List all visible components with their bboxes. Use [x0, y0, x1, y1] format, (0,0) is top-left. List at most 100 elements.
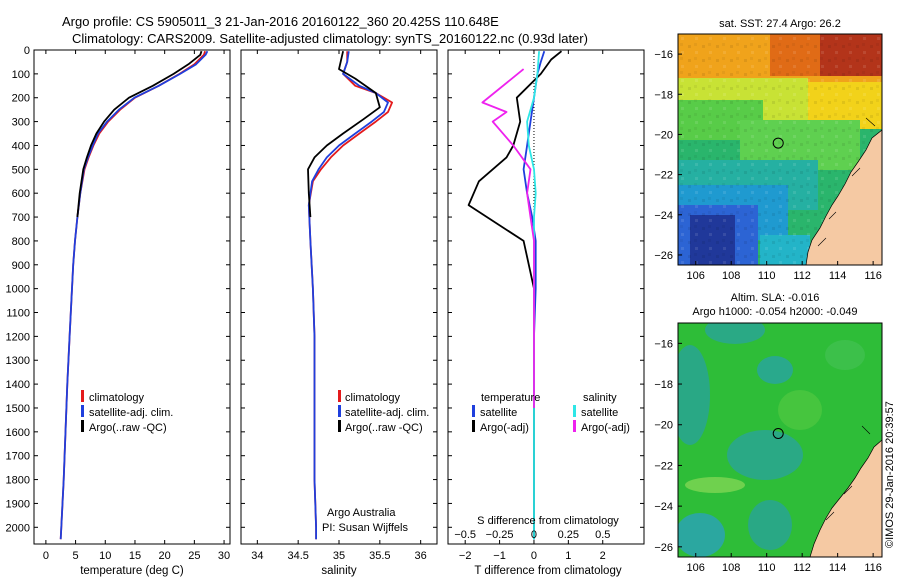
temperature-axes-frame: [33, 49, 231, 545]
y-tick-label: 1600: [6, 427, 30, 439]
difference-legend: temperature salinity satellite Argo(-adj…: [472, 392, 630, 434]
legend-label-temp-satellite: satellite: [480, 407, 517, 419]
y-tick-label: 1400: [6, 379, 30, 391]
x-tick-label: 0: [43, 550, 49, 562]
salinity-xlabel: salinity: [321, 565, 356, 577]
map-y-tick-label: −24: [654, 501, 673, 513]
difference-axes-frame: [447, 49, 645, 545]
y-tick-label: 1800: [6, 475, 30, 487]
coastline-australia: [805, 129, 882, 265]
x-tick-label: 20: [159, 550, 171, 562]
map-x-tick-label: 116: [864, 562, 882, 574]
salinity-series: [307, 50, 394, 540]
y-tick-label: 1300: [6, 355, 30, 367]
map-x-tick-label: 108: [722, 562, 740, 574]
legend-swatch-sal-argo: [573, 420, 576, 432]
legend-swatch-satellite: [81, 405, 84, 417]
y-tick-label: 1000: [6, 284, 30, 296]
legend-swatch-argo: [338, 420, 341, 432]
map-y-tick-label: −20: [654, 420, 673, 432]
salinity-axes-frame: [240, 49, 438, 545]
coastline-australia: [809, 439, 882, 557]
x-tick-label: 30: [218, 550, 230, 562]
difference-xlabel: T difference from climatology: [474, 565, 621, 577]
top-x-tick-label: −0.25: [486, 529, 514, 541]
x-tick-label: 10: [99, 550, 111, 562]
legend-header-salinity: salinity: [583, 392, 617, 404]
circle-marker-icon: [772, 137, 784, 149]
x-tick-label: 36: [415, 550, 427, 562]
y-tick-label: 500: [12, 164, 30, 176]
circle-marker-icon: [772, 427, 784, 439]
x-tick-label: −1: [493, 550, 506, 562]
figure-title-line1: Argo profile: CS 5905011_3 21-Jan-2016 2…: [62, 14, 499, 29]
x-tick-label: 1: [565, 550, 571, 562]
sla-map-ticks: 106 108 110 112 114 116 −16 −18 −20 −22 −24 −26: [654, 338, 882, 574]
imos-credit: ©IMOS 29-Jan-2016 20:39:57: [884, 401, 896, 548]
legend-swatch-sal-satellite: [573, 405, 576, 417]
y-tick-label: 800: [12, 236, 30, 248]
map-y-tick-label: −26: [654, 542, 673, 554]
series-line-argo-raw-qc: [76, 50, 203, 218]
salinity-ticks: 34 34.5 35 35.5 36: [241, 49, 437, 562]
x-tick-label: 25: [188, 550, 200, 562]
top-x-tick-label: 0.25: [558, 529, 579, 541]
x-tick-label: 35: [333, 550, 345, 562]
legend-swatch-argo: [81, 420, 84, 432]
salinity-panel: 34 34.5 35 35.5 36 climatology satellite-adj…: [240, 49, 438, 577]
top-x-tick-label: −0.5: [454, 529, 476, 541]
temperature-panel: 0100200300400500600700800900100011001200…: [6, 45, 231, 577]
legend-header-temperature: temperature: [481, 392, 540, 404]
institution-annotation: Argo Australia: [327, 507, 396, 519]
legend-label-argo: Argo(..raw -QC): [345, 422, 423, 434]
map-x-tick-label: 114: [829, 562, 847, 574]
map-y-tick-label: −18: [654, 379, 673, 391]
map-x-tick-label: 116: [864, 270, 882, 282]
x-tick-label: 5: [73, 550, 79, 562]
map-x-tick-label: 106: [687, 270, 705, 282]
legend-swatch-climatology: [81, 390, 84, 402]
x-tick-label: 15: [129, 550, 141, 562]
sst-map-title: sat. SST: 27.4 Argo: 26.2: [719, 18, 841, 30]
sla-map-frame: [677, 322, 883, 558]
map-x-tick-label: 114: [829, 270, 847, 282]
y-tick-label: 700: [12, 212, 30, 224]
x-tick-label: 2: [600, 550, 606, 562]
legend-swatch-temp-argo: [472, 420, 475, 432]
sst-map-image: [678, 34, 882, 265]
x-tick-label: 35.5: [369, 550, 390, 562]
legend-label-sal-satellite: satellite: [581, 407, 618, 419]
map-x-tick-label: 106: [687, 562, 705, 574]
series-line-argo-raw-qc: [307, 50, 381, 218]
y-tick-label: 200: [12, 93, 30, 105]
y-tick-label: 1700: [6, 451, 30, 463]
difference-top-ticklabels: −0.5 −0.25 0 0.25 0.5: [454, 529, 610, 541]
top-x-tick-label: 0: [531, 529, 537, 541]
y-tick-label: 0: [24, 45, 30, 57]
legend-label-satellite: satellite-adj. clim.: [345, 407, 429, 419]
map-y-tick-label: −16: [654, 338, 673, 350]
x-tick-label: −2: [459, 550, 472, 562]
temperature-series: [59, 50, 209, 540]
map-y-tick-label: −16: [654, 49, 673, 61]
y-tick-label: 2000: [6, 522, 30, 534]
legend-label-satellite: satellite-adj. clim.: [89, 407, 173, 419]
temperature-ticks: 0100200300400500600700800900100011001200…: [6, 45, 231, 562]
map-x-tick-label: 112: [793, 562, 811, 574]
legend-label-climatology: climatology: [345, 392, 401, 404]
y-tick-label: 300: [12, 117, 30, 129]
map-y-tick-label: −20: [654, 129, 673, 141]
y-tick-label: 100: [12, 69, 30, 81]
map-y-tick-label: −26: [654, 250, 673, 262]
y-tick-label: 600: [12, 188, 30, 200]
y-tick-label: 400: [12, 140, 30, 152]
y-tick-label: 1100: [6, 308, 30, 320]
series-line-salinity-argo-adj: [481, 68, 535, 408]
series-line-salinity-satellite: [526, 51, 540, 540]
y-tick-label: 1200: [6, 331, 30, 343]
x-tick-label: 0: [531, 550, 537, 562]
map-y-tick-label: −18: [654, 89, 673, 101]
sst-map-frame: [677, 33, 883, 266]
pi-annotation: PI: Susan Wijffels: [322, 522, 408, 534]
legend-swatch-climatology: [338, 390, 341, 402]
